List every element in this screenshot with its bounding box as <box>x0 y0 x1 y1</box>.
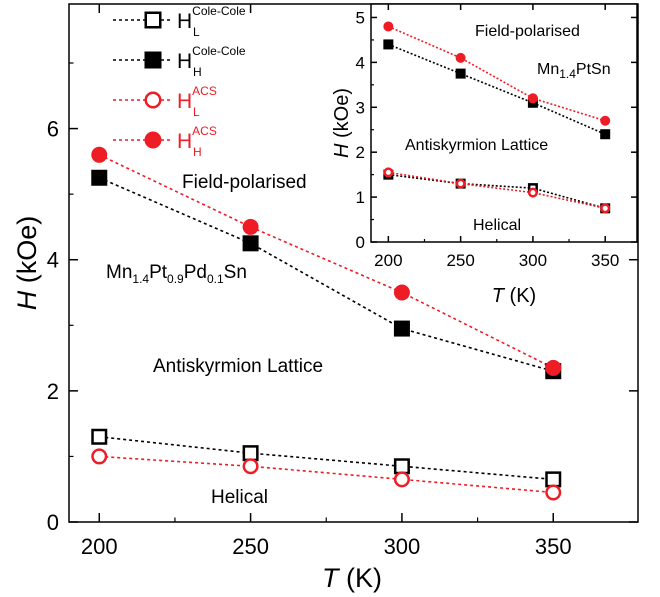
legend-entry: HACS H <box>177 124 217 159</box>
main-x-tick-label: 300 <box>384 534 421 559</box>
main-data-point <box>91 448 108 465</box>
main-y-tick-label: 0 <box>47 510 59 535</box>
inset-data-point <box>600 203 611 214</box>
inset-data-point <box>383 21 394 32</box>
legend-entry: HCole-Cole L <box>177 4 246 39</box>
inset-data-point <box>600 129 611 140</box>
main-y-tick-label: 2 <box>47 379 59 404</box>
legend-entry: HACS L <box>177 84 217 119</box>
main-data-point <box>242 445 259 462</box>
inset-y-tick-label: 1 <box>356 188 365 207</box>
main-data-point <box>393 320 410 337</box>
main-x-tick-label: 250 <box>232 534 269 559</box>
main-data-point <box>91 146 108 163</box>
main-data-point <box>91 428 108 445</box>
main-series-markers <box>91 146 562 501</box>
main-data-point <box>242 458 259 475</box>
inset-x-tick-label: 250 <box>446 251 474 270</box>
main-y-tick-label: 4 <box>47 248 59 273</box>
inset-series-markers <box>383 21 611 214</box>
inset-series-line-3 <box>388 171 606 210</box>
main-y-tick-label: 6 <box>47 117 59 142</box>
inset-data-point <box>527 187 538 198</box>
legend-marker <box>144 91 162 109</box>
inset-data-point <box>455 68 466 79</box>
inset-series-line-0 <box>388 43 606 135</box>
inset-y-tick-label: 3 <box>356 98 365 117</box>
inset-x-tick-label: 200 <box>374 251 402 270</box>
main-data-point <box>242 235 259 252</box>
main-data-point <box>242 218 259 235</box>
main-label-helical: Helical <box>211 487 268 508</box>
inset-data-point <box>455 178 466 189</box>
main-y-axis-title: H (kOe) <box>12 216 42 311</box>
inset-label-field-polarised: Field-polarised <box>475 23 580 40</box>
main-label-field-polarised: Field-polarised <box>182 172 307 193</box>
inset-label-compound: Mn1.4PtSn <box>537 61 611 81</box>
inset-series-line-2 <box>388 25 606 122</box>
inset-x-axis-title: T (K) <box>492 285 536 307</box>
legend-marker <box>144 11 162 29</box>
main-x-tick-label: 200 <box>81 534 118 559</box>
inset-y-tick-label: 5 <box>356 8 365 27</box>
legend-marker <box>144 131 162 149</box>
inset-data-point <box>527 93 538 104</box>
inset-data-point <box>455 52 466 63</box>
inset-plot-frame <box>370 3 638 243</box>
main-data-point <box>545 484 562 501</box>
main-x-tick-label: 350 <box>535 534 572 559</box>
main-data-point <box>393 458 410 475</box>
main-data-point <box>91 169 108 186</box>
inset-data-point <box>600 115 611 126</box>
main-data-point <box>393 284 410 301</box>
inset-x-tick-label: 350 <box>591 251 619 270</box>
inset-y-tick-label: 2 <box>356 143 365 162</box>
inset-label-helical: Helical <box>473 217 521 234</box>
main-series-line-0 <box>99 435 554 481</box>
inset-y-tick-label: 0 <box>356 233 365 252</box>
legend-entry: HCole-Cole H <box>177 44 246 79</box>
main-data-point <box>545 359 562 376</box>
inset-series-line-1 <box>388 173 606 210</box>
main-series-lines <box>98 154 554 494</box>
main-label-antiskyrmion: Antiskyrmion Lattice <box>153 356 323 377</box>
main-data-point <box>393 471 410 488</box>
main-x-axis-title: T (K) <box>322 563 382 593</box>
inset-label-antiskyrmion: Antiskyrmion Lattice <box>405 137 548 154</box>
inset-y-axis-title: H (kOe) <box>331 88 353 158</box>
inset-axis-ticks: 200 250 300 350 0 1 2 3 4 5 <box>356 4 637 270</box>
main-data-point <box>545 471 562 488</box>
inset-y-tick-label: 4 <box>356 53 365 72</box>
inset-data-point <box>383 39 394 50</box>
inset-series-lines <box>388 25 606 210</box>
main-series-line-2 <box>99 455 554 494</box>
main-label-compound: Mn1.4Pt0.9Pd0.1Sn <box>106 262 247 286</box>
inset-data-point <box>383 167 394 178</box>
main-plot-frame <box>68 3 639 523</box>
inset-x-tick-label: 300 <box>519 251 547 270</box>
legend-marker <box>144 51 162 69</box>
legend: HCole-Cole L HCole-Cole H HACS L HACS H <box>113 4 246 159</box>
